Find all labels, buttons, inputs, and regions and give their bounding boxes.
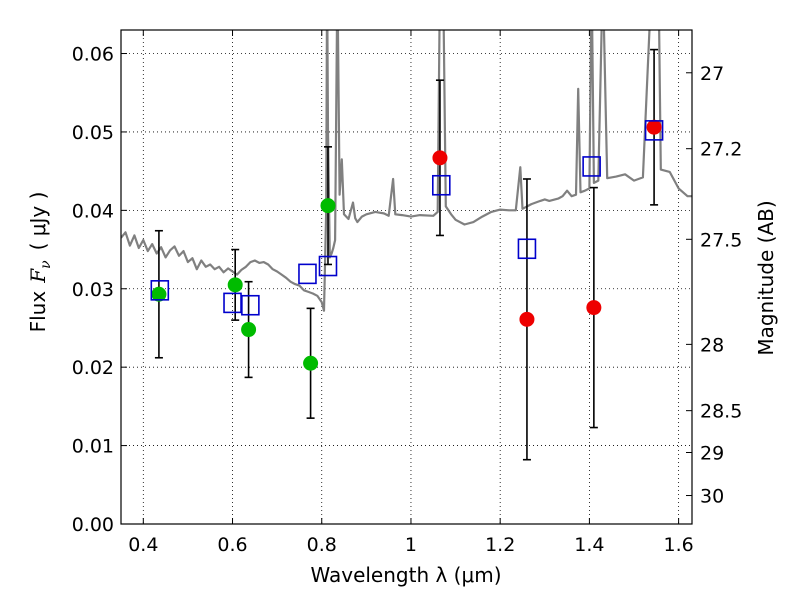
model-point <box>582 156 601 177</box>
right-tick-label: 27.5 <box>700 229 742 251</box>
marker-layer <box>150 119 664 371</box>
data-point <box>646 119 662 135</box>
tick-label-layer: 0.4 0.6 0.8 1 1.2 1.4 1.6 0.00 0.01 0.02 0.03 0.04 0… <box>72 44 743 556</box>
x-tick-label: 0.4 <box>128 534 158 556</box>
y-tick-label: 0.04 <box>72 200 114 222</box>
spectrum-layer <box>121 30 692 312</box>
y-tick-label: 0.06 <box>72 44 114 66</box>
data-point <box>586 300 602 316</box>
tick-layer <box>121 30 692 525</box>
model-point <box>644 120 664 141</box>
right-tick-label: 30 <box>700 486 724 508</box>
y-axis-label-unit: ( μJy ) <box>26 192 50 251</box>
x-tick-label: 0.6 <box>217 534 247 556</box>
right-tick-label: 27.2 <box>700 139 742 161</box>
right-tick-label: 28.5 <box>700 401 742 423</box>
data-point <box>227 277 243 293</box>
model-point <box>318 255 338 277</box>
model-point <box>223 292 242 314</box>
y-tick-label: 0.02 <box>72 357 114 379</box>
y-axis-label-variable: F <box>26 268 50 284</box>
plot-area <box>121 30 692 524</box>
model-point <box>298 263 317 285</box>
right-tick-label: 28 <box>700 334 724 356</box>
x-tick-label: 1.4 <box>574 534 604 556</box>
x-tick-label: 1.6 <box>664 534 694 556</box>
x-tick-label: 1.2 <box>485 534 515 556</box>
right-axis-label: Magnitude (AB) <box>754 200 778 355</box>
x-tick-label: 1 <box>405 534 417 556</box>
data-point <box>519 311 535 327</box>
right-tick-label: 27 <box>700 63 724 85</box>
y-axis-label: Flux Fν ( μJy ) <box>26 192 54 333</box>
x-tick-label: 0.8 <box>307 534 337 556</box>
x-axis-label: Wavelength λ (μm) <box>310 563 501 587</box>
spectrum-line <box>121 30 692 312</box>
model-point <box>431 174 451 196</box>
data-point <box>241 322 257 338</box>
data-point <box>151 286 167 302</box>
y-tick-label: 0.03 <box>72 279 114 301</box>
y-axis-label-prefix: Flux <box>26 291 50 333</box>
model-point <box>517 238 537 260</box>
y-tick-label: 0.05 <box>72 122 114 144</box>
data-point <box>320 198 336 214</box>
y-tick-label: 0.01 <box>72 436 114 458</box>
model-point <box>150 280 170 301</box>
y-axis-label-subscript: ν <box>38 260 54 269</box>
right-tick-label: 29 <box>700 442 724 464</box>
y-tick-label: 0.00 <box>72 514 114 536</box>
data-point <box>432 150 448 166</box>
model-point <box>241 294 260 316</box>
data-point <box>303 355 319 371</box>
plot-frame <box>120 29 693 525</box>
